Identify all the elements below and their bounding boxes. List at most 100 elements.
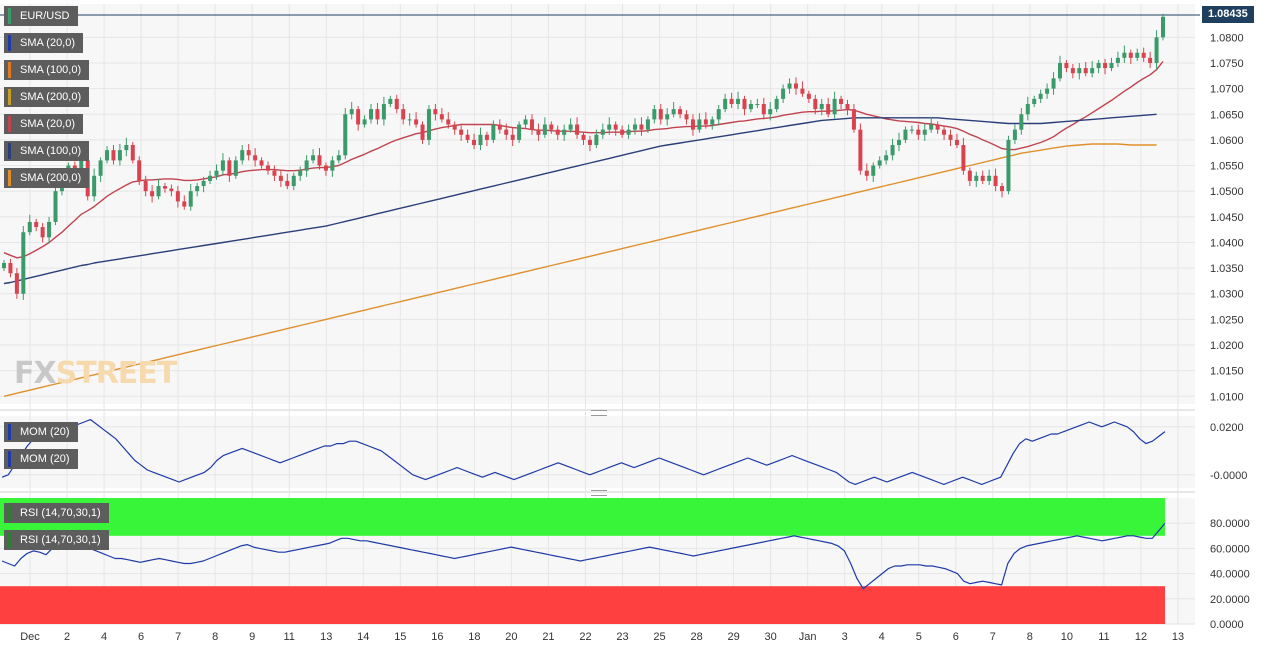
candle-body [130, 145, 135, 161]
y-tick-label: 0.0000 [1210, 619, 1244, 631]
candle-body [465, 134, 470, 140]
candle-body [1122, 52, 1127, 58]
candle-body [1077, 68, 1082, 74]
axes: Dec 2 4 6 7 8 9 11 13 14 15 16 18 20 21 22 23 25 28 29 30 Jan… [20, 32, 1250, 643]
candle-body [201, 180, 206, 187]
candle-body [182, 201, 187, 207]
candle-body [79, 160, 84, 171]
legend-label: MOM (20) [20, 453, 70, 465]
x-tick-label: Jan [799, 631, 817, 643]
x-tick-label: 4 [101, 631, 107, 643]
candle-body [1025, 104, 1030, 115]
candle-body [607, 124, 612, 130]
candle-body [317, 155, 322, 166]
candle-body [1019, 114, 1024, 130]
candle-body [877, 160, 882, 166]
y-tick-label: 1.0300 [1210, 289, 1244, 301]
candle-body [143, 180, 148, 192]
logo-part1: FX [14, 356, 57, 391]
candle-body [581, 134, 586, 140]
pane-resize-handle-2[interactable] [591, 490, 607, 496]
candle-body [742, 98, 747, 110]
candle-body [909, 129, 914, 131]
candle-body [478, 134, 483, 146]
candle-body [304, 160, 309, 171]
candle-body [839, 98, 844, 104]
main-legend-item[interactable]: SMA (200,0) [4, 168, 90, 188]
candle-body [793, 83, 798, 89]
main-legend-item[interactable]: SMA (100,0) [4, 60, 90, 80]
candle-body [240, 150, 245, 161]
candle-body [929, 124, 934, 130]
legend-swatch [8, 532, 11, 548]
candle-body [845, 104, 850, 110]
logo-part2: STREET [55, 356, 178, 391]
candle-body [394, 98, 399, 110]
x-tick-label: 16 [431, 631, 443, 643]
main-legend-item[interactable]: SMA (20,0) [4, 114, 84, 134]
main-pane-bg [0, 4, 1195, 404]
candle-body [111, 150, 116, 161]
candle-body [948, 134, 953, 140]
x-tick-label: 5 [916, 631, 922, 643]
candle-body [954, 139, 959, 146]
candle-body [1038, 93, 1043, 99]
candle-body [697, 119, 702, 130]
x-tick-label: 15 [394, 631, 406, 643]
y-tick-label: 1.0750 [1210, 58, 1244, 70]
candle-body [420, 124, 425, 140]
candle-body [871, 165, 876, 176]
legend-label: RSI (14,70,30,1) [20, 534, 101, 546]
candle-body [1096, 62, 1101, 69]
rsi-line [1, 522, 1166, 590]
candle-body [459, 129, 464, 135]
candle-body [1000, 186, 1005, 192]
x-tick-label: 21 [542, 631, 554, 643]
candle-body [729, 98, 734, 104]
candle-body [716, 109, 721, 120]
candle-body [736, 98, 741, 104]
candle-body [922, 129, 927, 135]
y-tick-label: 60.0000 [1210, 543, 1250, 555]
mom-legend-item[interactable]: MOM (20) [4, 449, 78, 469]
main-legend-item[interactable]: SMA (200,0) [4, 87, 90, 107]
candle-body [175, 191, 180, 202]
candle-body [536, 129, 541, 135]
candle-body [987, 175, 992, 181]
rsi-legend-item[interactable]: RSI (14,70,30,1) [4, 503, 109, 523]
y-tick-label: 40.0000 [1210, 569, 1250, 581]
candle-body [658, 109, 663, 120]
candle-body [349, 109, 354, 115]
x-tick-label: 4 [879, 631, 885, 643]
candle-body [620, 129, 625, 135]
candle-body [150, 191, 155, 197]
main-legend-item[interactable]: SMA (100,0) [4, 141, 90, 161]
main-legend-item[interactable]: SMA (20,0) [4, 33, 84, 53]
candle-body [220, 160, 225, 171]
x-tick-label: 25 [653, 631, 665, 643]
x-tick-label: 28 [690, 631, 702, 643]
y-tick-label: 1.0600 [1210, 135, 1244, 147]
candle-body [369, 109, 374, 120]
rsi-oversold-band [0, 586, 1165, 624]
main-legend-item[interactable]: EUR/USD [4, 6, 78, 26]
candle-body [47, 221, 52, 238]
candle-body [768, 109, 773, 115]
mom-legend-item[interactable]: MOM (20) [4, 422, 78, 442]
x-tick-label: 13 [1172, 631, 1184, 643]
x-tick-label: 23 [616, 631, 628, 643]
y-tick-label: 1.0550 [1210, 161, 1244, 173]
candle-body [1128, 52, 1133, 58]
y-tick-label: 1.0150 [1210, 366, 1244, 378]
rsi-legend-item[interactable]: RSI (14,70,30,1) [4, 530, 109, 550]
candle-body [600, 129, 605, 135]
candle-body [1103, 62, 1108, 69]
candle-body [942, 129, 947, 135]
candle-body [575, 124, 580, 135]
candle-body [433, 109, 438, 115]
pane-resize-handle-1[interactable] [591, 410, 607, 416]
candle-body [864, 170, 869, 176]
legend-swatch [8, 505, 11, 521]
y-tick-label: 1.0100 [1210, 391, 1244, 403]
